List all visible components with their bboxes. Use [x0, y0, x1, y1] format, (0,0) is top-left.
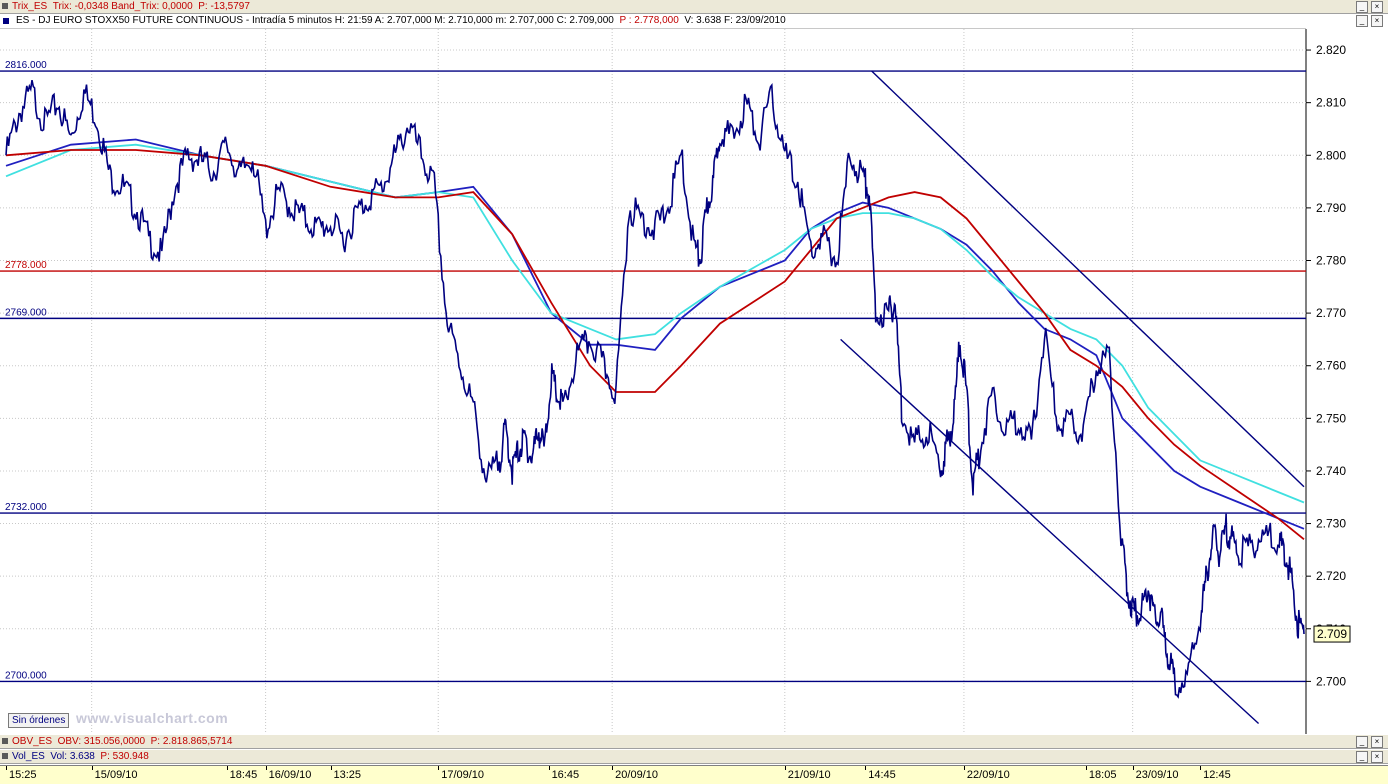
- chart-title-tail: V: 3.638 F: 23/09/2010: [684, 15, 786, 26]
- vol-values: Vol: 3.638: [50, 751, 95, 762]
- y-tick-label: 2.740: [1316, 464, 1346, 478]
- x-tick-label: 21/09/10: [787, 769, 831, 781]
- chart-close-icon[interactable]: ×: [1371, 15, 1383, 27]
- y-tick-label: 2.700: [1316, 674, 1346, 688]
- level-label: 2778.000: [5, 260, 47, 271]
- x-tick: [6, 766, 7, 770]
- watermark: www.visualchart.com: [76, 710, 229, 726]
- obv-indicator-bar: OBV_ES OBV: 315.056,0000 P: 2.818.865,57…: [0, 735, 1388, 749]
- chart-title-bar: ES - DJ EURO STOXX50 FUTURE CONTINUOUS -…: [0, 14, 1306, 29]
- trix-values: Trix: -0,0348 Band_Trix: 0,0000: [52, 1, 193, 12]
- x-tick: [865, 766, 867, 770]
- indicator-marker-icon: [2, 3, 8, 9]
- level-label: 2700.000: [5, 670, 47, 681]
- vol-marker-icon: [2, 753, 8, 759]
- x-tick: [548, 766, 550, 770]
- vol-close-icon[interactable]: ×: [1371, 751, 1383, 763]
- level-label: 2769.000: [5, 307, 47, 318]
- x-tick: [265, 766, 267, 770]
- x-tick-label: 12:45: [1203, 769, 1231, 781]
- obv-minimize-icon[interactable]: _: [1356, 736, 1368, 748]
- trix-p-value: P: -13,5797: [198, 1, 250, 12]
- orders-button[interactable]: Sin órdenes: [8, 713, 70, 728]
- vol-name: Vol_ES: [12, 751, 45, 762]
- last-price-label: 2.709: [1317, 627, 1347, 641]
- x-tick-label: 13:25: [333, 769, 362, 781]
- plot-area: [0, 29, 1306, 734]
- price-line[interactable]: [5, 79, 1305, 699]
- price-axis-area: [1306, 29, 1388, 734]
- level-label: 2816.000: [5, 60, 47, 71]
- x-tick: [963, 766, 965, 770]
- x-tick: [784, 766, 786, 770]
- last-price-box: [1313, 625, 1351, 643]
- trix-name: Trix_ES: [12, 1, 48, 12]
- y-tick-label: 2.760: [1316, 359, 1346, 373]
- trendline[interactable]: [840, 338, 1260, 724]
- x-tick-label: 15:25: [9, 769, 37, 781]
- close-icon[interactable]: ×: [1371, 1, 1383, 13]
- x-tick: [91, 766, 93, 770]
- chart-minimize-icon[interactable]: _: [1356, 15, 1368, 27]
- vol-minimize-icon[interactable]: _: [1356, 751, 1368, 763]
- y-tick-label: 2.720: [1316, 569, 1346, 583]
- x-tick-label: 23/09/10: [1135, 769, 1179, 781]
- x-tick: [226, 766, 228, 770]
- x-tick-label: 16/09/10: [268, 769, 312, 781]
- trix-indicator-bar: Trix_ES Trix: -0,0348 Band_Trix: 0,0000 …: [0, 0, 1388, 14]
- x-tick-label: 20/09/10: [615, 769, 658, 781]
- y-tick-label: 2.810: [1316, 96, 1346, 110]
- time-axis: 15:25 15/09/10 18:45 16/09/10 13:25 17/09/10 1…: [0, 765, 1388, 784]
- series-marker-icon: [3, 18, 9, 24]
- y-tick-label: 2.820: [1316, 43, 1346, 57]
- minimize-icon[interactable]: _: [1356, 1, 1368, 13]
- y-tick-label: 2.790: [1316, 201, 1346, 215]
- vol-indicator-bar: Vol_ES Vol: 3.638 P: 530.948 _ ×: [0, 750, 1388, 764]
- obv-marker-icon: [2, 738, 8, 744]
- x-tick-label: 17/09/10: [441, 769, 485, 781]
- level-label: 2732.000: [5, 502, 47, 513]
- x-tick: [612, 766, 614, 770]
- x-tick-label: 14:45: [868, 769, 896, 781]
- y-tick-label: 2.750: [1316, 411, 1346, 425]
- x-tick: [1132, 766, 1134, 770]
- x-tick-label: 16:45: [551, 769, 580, 781]
- x-tick: [1200, 766, 1202, 770]
- chart-title-text: ES - DJ EURO STOXX50 FUTURE CONTINUOUS -…: [16, 15, 614, 26]
- x-tick-label: 18:45: [229, 769, 258, 781]
- trendline[interactable]: [871, 70, 1305, 488]
- y-tick-label: 2.800: [1316, 148, 1346, 162]
- x-tick-label: 22/09/10: [966, 769, 1010, 781]
- x-tick: [330, 766, 332, 770]
- obv-name: OBV_ES: [12, 736, 53, 747]
- x-tick-label: 18:05: [1088, 769, 1117, 781]
- y-tick-label: 2.780: [1316, 253, 1346, 267]
- x-tick: [1085, 766, 1087, 770]
- vol-p: P: 530.948: [100, 751, 149, 762]
- y-tick-label: 2.770: [1316, 306, 1346, 320]
- obv-values: OBV: 315.056,0000: [57, 736, 146, 747]
- y-tick-label: 2.730: [1316, 517, 1346, 531]
- x-tick: [438, 766, 440, 770]
- obv-close-icon[interactable]: ×: [1371, 736, 1383, 748]
- x-tick-label: 15/09/10: [94, 769, 138, 781]
- moving-average-line-3[interactable]: [5, 149, 1305, 541]
- chart-title-p: P : 2.778,000: [619, 15, 679, 26]
- price-chart[interactable]: 2816.000 2778.000 2769.000 2732.000 2700.000…: [0, 29, 1388, 734]
- obv-p: P: 2.818.865,5714: [150, 736, 233, 747]
